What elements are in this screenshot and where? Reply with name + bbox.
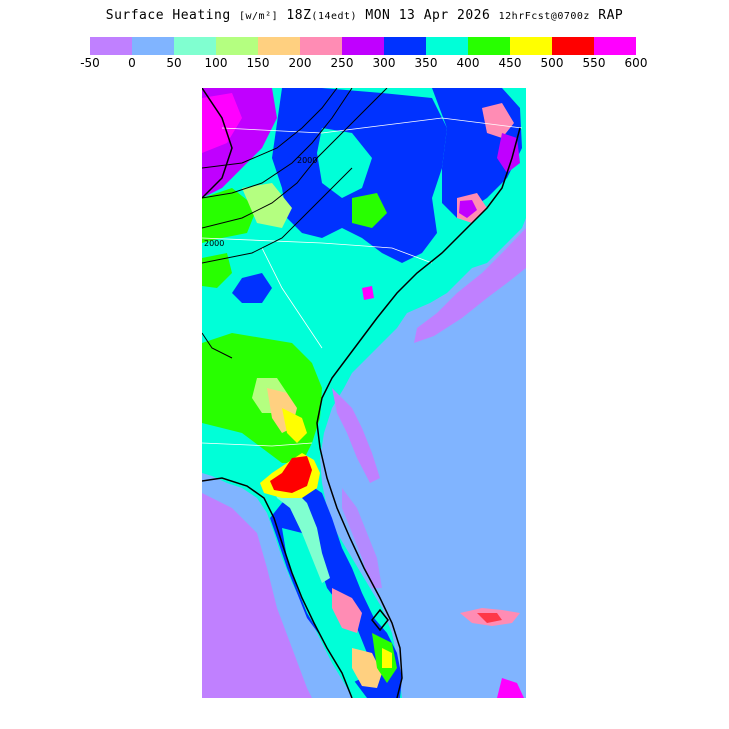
georgia-yellow — [282, 408, 307, 443]
colorbar-swatch — [90, 37, 132, 55]
colorbar-tick-label: 550 — [582, 56, 606, 70]
coast-purple — [459, 200, 477, 218]
colorbar-tick-label: 600 — [624, 56, 648, 70]
colorbar-tick-label: 400 — [456, 56, 480, 70]
hotspot-red — [270, 456, 312, 493]
colorbar-swatch — [468, 37, 510, 55]
gulf-low-heating — [202, 493, 312, 698]
virginia-purple — [497, 133, 520, 173]
colorbar-swatch — [594, 37, 636, 55]
colorbar-tick-label: 450 — [498, 56, 522, 70]
colorbar-swatch — [132, 37, 174, 55]
title-units: [w/m²] — [238, 11, 279, 22]
bahamas-red — [477, 613, 502, 623]
contour-label: 2000 — [204, 239, 224, 248]
colorbar-tick-label: 50 — [166, 56, 182, 70]
colorbar-tick-label: 100 — [204, 56, 228, 70]
mountain-magenta — [202, 93, 242, 153]
border-ga-fl — [202, 442, 313, 447]
colorbar-swatch — [552, 37, 594, 55]
title-date: MON 13 Apr 2026 — [357, 8, 499, 23]
contour-line-6 — [202, 332, 233, 359]
contour-line-5 — [202, 88, 233, 199]
colorbar-swatch — [258, 37, 300, 55]
atlantic-coastline — [316, 127, 521, 698]
gulf-coastline — [202, 477, 353, 698]
florida-mid — [282, 528, 367, 683]
contour-line-1 — [202, 88, 338, 169]
colorbar-tick-label: 350 — [414, 56, 438, 70]
lake-outline — [371, 608, 389, 632]
colorbar-swatch — [426, 37, 468, 55]
colorbar-swatch — [174, 37, 216, 55]
florida-pink — [332, 588, 362, 633]
title-model: RAP — [589, 8, 624, 23]
colorbar-tick-label: 500 — [540, 56, 564, 70]
offshore-band-1 — [414, 228, 526, 343]
virginia-pink — [482, 103, 514, 138]
contour-line-3 — [202, 88, 388, 229]
contour-line-2 — [202, 88, 353, 199]
chart-title: Surface Heating [w/m²] 18Z(14edt) MON 13… — [0, 8, 729, 23]
offshore-band-2 — [332, 388, 380, 483]
blob-magenta-2 — [497, 678, 524, 698]
blob-magenta-1 — [362, 286, 374, 300]
carolina-teal — [317, 128, 372, 198]
colorbar-swatch — [384, 37, 426, 55]
colorbar-tick-label: 200 — [288, 56, 312, 70]
title-local-time: (14edt) — [311, 11, 358, 22]
colorbar-ticks: -50 0 50 100 150 200 250 300 350 400 450 500 550 600 — [70, 56, 670, 72]
colorbar-swatch — [510, 37, 552, 55]
contour-label: 2000 — [297, 156, 317, 165]
title-time: 18Z — [278, 8, 312, 23]
mountain-green — [202, 188, 257, 243]
colorbar-tick-label: 0 — [128, 56, 136, 70]
blob-blue-1 — [232, 273, 272, 303]
title-main: Surface Heating — [105, 8, 239, 23]
colorbar-swatch — [300, 37, 342, 55]
florida-yellow — [382, 648, 392, 668]
florida-orange — [352, 648, 382, 688]
heating-map: 2000 2000 — [202, 88, 526, 698]
blob-green-1 — [352, 193, 387, 228]
colorbar-tick-label: -50 — [80, 56, 100, 70]
colorbar-tick-label: 250 — [330, 56, 354, 70]
colorbar-tick-label: 150 — [246, 56, 270, 70]
map-panel: 2000 2000 — [202, 88, 526, 698]
colorbar-swatch — [342, 37, 384, 55]
colorbar — [90, 37, 636, 55]
title-forecast: 12hrFcst@0700z — [498, 11, 590, 22]
border-va-nc — [221, 117, 523, 134]
colorbar-tick-label: 300 — [372, 56, 396, 70]
colorbar-swatch — [216, 37, 258, 55]
coastal-strip — [272, 483, 330, 583]
offshore-band-3 — [342, 488, 382, 588]
border-nc-sc — [202, 237, 433, 264]
border-ga-sc — [261, 247, 323, 349]
contour-line-4 — [202, 167, 353, 264]
